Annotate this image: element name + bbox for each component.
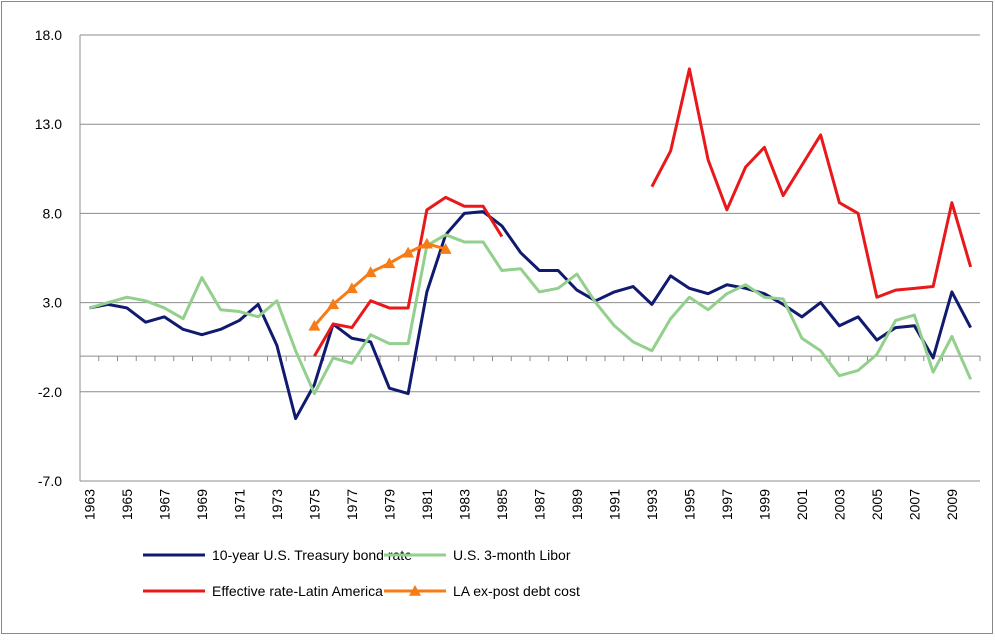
x-tick-label: 1973 bbox=[269, 489, 285, 520]
legend-label: U.S. 3-month Libor bbox=[453, 547, 571, 563]
series-line bbox=[88, 233, 973, 396]
x-tick-label: 1977 bbox=[344, 489, 360, 520]
point-marker bbox=[327, 298, 340, 310]
x-tick-label: 2007 bbox=[906, 489, 922, 520]
legend-label: LA ex-post debt cost bbox=[453, 583, 580, 599]
x-tick-label: 1967 bbox=[156, 489, 172, 520]
x-tick-label: 1975 bbox=[306, 489, 322, 520]
point-marker bbox=[364, 266, 377, 278]
x-tick-label: 2003 bbox=[831, 489, 847, 520]
x-tick-label: 1981 bbox=[419, 489, 435, 520]
x-tick-label: 1963 bbox=[81, 489, 97, 520]
series-line bbox=[313, 67, 973, 357]
series-line bbox=[89, 210, 972, 421]
y-tick-label: 18.0 bbox=[35, 27, 62, 43]
x-tick-label: 2005 bbox=[869, 489, 885, 520]
x-tick-label: 1999 bbox=[756, 489, 772, 520]
legend-label: Effective rate-Latin America bbox=[212, 583, 383, 599]
point-marker bbox=[402, 246, 415, 258]
x-tick-label: 1965 bbox=[119, 489, 135, 520]
point-marker bbox=[308, 319, 321, 331]
x-tick-label: 1987 bbox=[531, 489, 547, 520]
y-tick-label: 8.0 bbox=[43, 205, 63, 221]
point-marker bbox=[420, 237, 433, 249]
x-tick-label: 1969 bbox=[194, 489, 210, 520]
x-tick-label: 1993 bbox=[644, 489, 660, 520]
x-tick-label: 2001 bbox=[794, 489, 810, 520]
x-tick-label: 1995 bbox=[681, 489, 697, 520]
point-marker bbox=[345, 282, 358, 294]
x-tick-label: 1979 bbox=[381, 489, 397, 520]
y-tick-label: 3.0 bbox=[43, 295, 63, 311]
y-tick-label: -2.0 bbox=[38, 384, 62, 400]
x-tick-label: 1997 bbox=[719, 489, 735, 520]
x-tick-label: 2009 bbox=[944, 489, 960, 520]
x-tick-label: 1991 bbox=[606, 489, 622, 520]
x-tick-label: 1983 bbox=[456, 489, 472, 520]
x-tick-label: 1985 bbox=[494, 489, 510, 520]
point-marker bbox=[439, 243, 452, 254]
x-tick-label: 1989 bbox=[569, 489, 585, 520]
point-marker bbox=[383, 257, 396, 269]
legend-label: 10-year U.S. Treasury bond rate bbox=[212, 547, 412, 563]
y-tick-label: -7.0 bbox=[38, 473, 62, 489]
x-tick-label: 1971 bbox=[231, 489, 247, 520]
y-tick-label: 13.0 bbox=[35, 116, 62, 132]
legend-marker bbox=[409, 585, 421, 596]
